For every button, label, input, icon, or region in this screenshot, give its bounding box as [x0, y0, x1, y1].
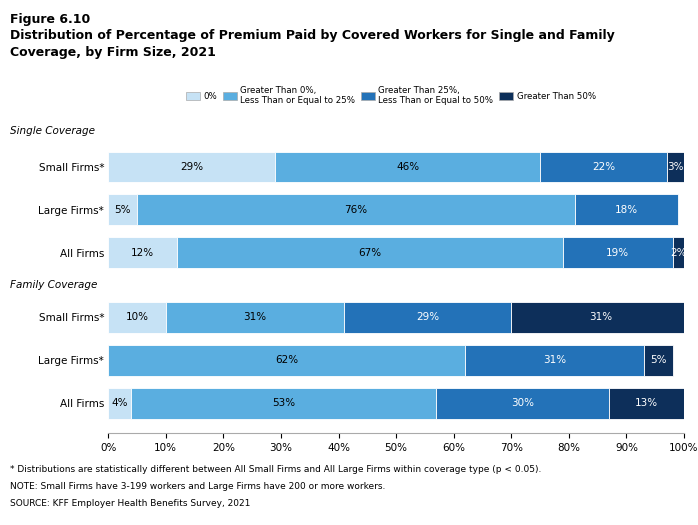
Text: 31%: 31% [589, 312, 612, 322]
Bar [344, 302, 511, 333]
Text: 2%: 2% [670, 248, 687, 258]
Bar [667, 152, 684, 183]
Text: SOURCE: KFF Employer Health Benefits Survey, 2021: SOURCE: KFF Employer Health Benefits Sur… [10, 499, 251, 508]
Text: Distribution of Percentage of Premium Paid by Covered Workers for Single and Fam: Distribution of Percentage of Premium Pa… [10, 29, 615, 59]
Bar [108, 345, 465, 375]
Bar [644, 345, 672, 375]
Text: 29%: 29% [416, 312, 439, 322]
Bar [108, 194, 137, 225]
Bar [609, 387, 684, 418]
Bar [275, 152, 540, 183]
Text: 13%: 13% [635, 398, 658, 408]
Text: Single Coverage: Single Coverage [10, 125, 96, 135]
Bar [511, 302, 690, 333]
Text: 31%: 31% [244, 312, 267, 322]
Text: 19%: 19% [607, 248, 630, 258]
Text: * Distributions are statistically different between All Small Firms and All Larg: * Distributions are statistically differ… [10, 465, 542, 474]
Text: 29%: 29% [180, 162, 203, 172]
Bar [108, 237, 177, 268]
Bar [108, 152, 275, 183]
Bar [465, 345, 644, 375]
Bar [574, 194, 678, 225]
Bar [108, 302, 165, 333]
Bar [108, 387, 131, 418]
Text: 30%: 30% [512, 398, 534, 408]
Text: 12%: 12% [131, 248, 154, 258]
Text: Figure 6.10: Figure 6.10 [10, 13, 91, 26]
Bar [672, 237, 684, 268]
Bar [563, 237, 672, 268]
Bar [131, 387, 436, 418]
Text: 46%: 46% [396, 162, 419, 172]
Text: 62%: 62% [275, 355, 298, 365]
Text: 31%: 31% [543, 355, 566, 365]
Text: 10%: 10% [126, 312, 149, 322]
Text: 76%: 76% [344, 205, 367, 215]
Bar [137, 194, 574, 225]
Text: Family Coverage: Family Coverage [10, 280, 98, 290]
Text: 22%: 22% [592, 162, 615, 172]
Text: 3%: 3% [667, 162, 683, 172]
Text: 53%: 53% [272, 398, 295, 408]
Text: 18%: 18% [615, 205, 638, 215]
Text: 5%: 5% [650, 355, 667, 365]
Bar [436, 387, 609, 418]
Text: 67%: 67% [359, 248, 382, 258]
Legend: 0%, Greater Than 0%,
Less Than or Equal to 25%, Greater Than 25%,
Less Than or E: 0%, Greater Than 0%, Less Than or Equal … [186, 86, 596, 105]
Text: 5%: 5% [114, 205, 131, 215]
Text: NOTE: Small Firms have 3-199 workers and Large Firms have 200 or more workers.: NOTE: Small Firms have 3-199 workers and… [10, 482, 386, 491]
Text: 4%: 4% [112, 398, 128, 408]
Bar [177, 237, 563, 268]
Bar [540, 152, 667, 183]
Bar [165, 302, 344, 333]
